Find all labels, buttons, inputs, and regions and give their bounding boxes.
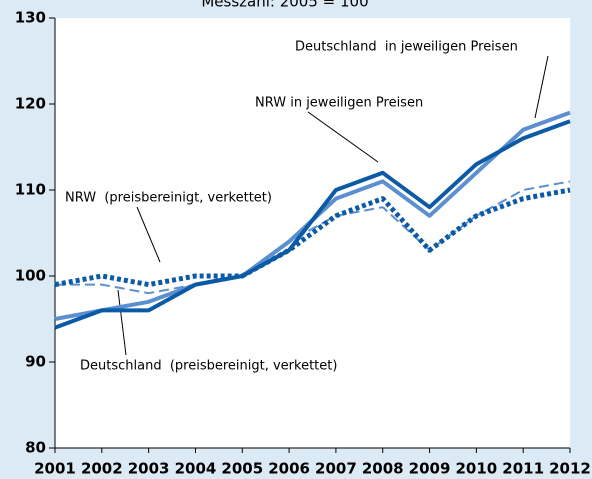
x-tick-label: 2009 xyxy=(409,460,451,478)
y-tick-label: 80 xyxy=(25,439,46,457)
leader-line xyxy=(307,111,379,163)
plot-area xyxy=(55,18,570,448)
y-tick-label: 130 xyxy=(15,9,46,27)
y-tick-label: 100 xyxy=(15,267,46,285)
leader-line xyxy=(136,206,161,263)
series-line xyxy=(55,180,571,295)
x-tick-label: 2010 xyxy=(455,460,497,478)
x-tick-label: 2003 xyxy=(128,460,170,478)
series-annotation: Deutschland in jeweiligen Preisen xyxy=(295,40,518,55)
x-tick-label: 2007 xyxy=(315,460,357,478)
x-tick-label: 2005 xyxy=(221,460,263,478)
x-tick-label: 2008 xyxy=(362,460,404,478)
x-tick-label: 2012 xyxy=(549,460,591,478)
x-tick-label: 2002 xyxy=(81,460,123,478)
y-tick-label: 90 xyxy=(25,353,46,371)
series-annotation: NRW in jeweiligen Preisen xyxy=(255,96,423,111)
leader-line xyxy=(117,289,127,356)
leader-line xyxy=(534,55,549,119)
y-tick-label: 120 xyxy=(15,95,46,113)
series-line xyxy=(54,119,571,330)
x-tick-label: 2011 xyxy=(502,460,544,478)
series-annotation: Deutschland (preisbereinigt, verkettet) xyxy=(80,359,337,374)
x-tick-label: 2006 xyxy=(268,460,310,478)
x-tick-label: 2004 xyxy=(175,460,217,478)
x-tick-label: 2001 xyxy=(34,460,76,478)
series-line xyxy=(54,187,571,288)
chart-title: Messzahl: 2005 = 100 xyxy=(201,0,368,11)
series-annotation: NRW (preisbereinigt, verkettet) xyxy=(65,191,272,206)
leader-lines xyxy=(117,55,549,356)
y-tick-label: 110 xyxy=(15,181,46,199)
